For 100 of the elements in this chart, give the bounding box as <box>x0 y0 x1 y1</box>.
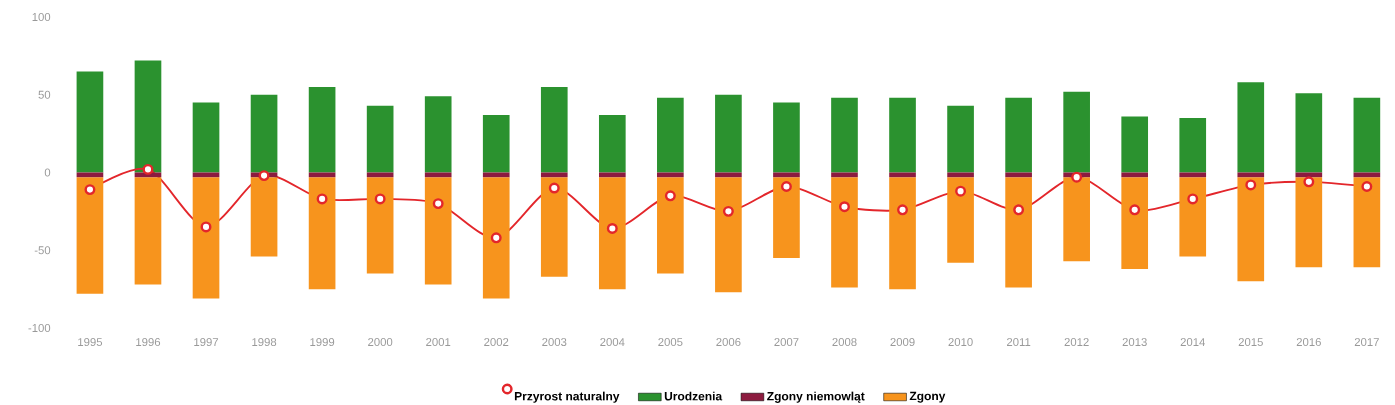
bar <box>831 97 858 173</box>
point <box>1071 171 1083 183</box>
bar <box>76 71 104 173</box>
x-tick-label: 1996 <box>136 338 161 347</box>
x-tick-label: 2014 <box>1180 338 1206 347</box>
bar <box>134 177 162 285</box>
point <box>722 205 734 217</box>
legend-label: Przyrost naturalny <box>514 391 620 403</box>
bar <box>192 177 220 299</box>
bar <box>424 177 452 285</box>
x-tick-label: 2007 <box>774 338 799 347</box>
bar <box>1179 177 1207 257</box>
point <box>316 193 328 205</box>
point <box>955 185 967 197</box>
bar <box>831 177 858 288</box>
bar <box>773 102 800 173</box>
bar <box>1005 177 1032 288</box>
bar <box>308 177 336 290</box>
bar <box>889 177 916 290</box>
bar <box>1295 93 1323 173</box>
bar <box>598 114 626 173</box>
bar <box>1237 177 1265 282</box>
point <box>1129 204 1141 216</box>
bar <box>1353 177 1381 268</box>
bar <box>773 177 800 259</box>
x-tick-label: 2006 <box>716 338 741 347</box>
x-tick-label: 2004 <box>600 338 625 347</box>
x-tick-label: 1998 <box>252 338 277 347</box>
bar <box>598 177 626 290</box>
bar <box>657 97 684 173</box>
bar <box>1237 82 1265 173</box>
point <box>664 190 676 202</box>
point <box>1187 193 1199 205</box>
x-tick-label: 2010 <box>948 338 973 347</box>
x-tick-label: 2017 <box>1354 338 1379 347</box>
legend-label: Urodzenia <box>664 391 723 401</box>
bar <box>540 86 568 173</box>
bar <box>715 177 742 293</box>
bar <box>889 97 916 173</box>
point <box>258 170 270 182</box>
bar <box>1063 91 1090 173</box>
bar <box>134 60 162 173</box>
point <box>548 182 560 194</box>
bar <box>1295 177 1323 268</box>
bar <box>308 86 336 173</box>
x-tick-label: 2002 <box>484 338 509 347</box>
x-tick-label: 2013 <box>1122 338 1147 347</box>
point <box>200 221 212 233</box>
x-tick-label: 2005 <box>658 338 683 347</box>
point <box>142 163 154 175</box>
point <box>1013 204 1025 216</box>
x-tick-label: 2015 <box>1238 338 1263 347</box>
point <box>1245 179 1257 191</box>
x-tick-label: 2011 <box>1006 338 1031 347</box>
x-tick-label: 2009 <box>890 338 915 347</box>
legend-label: Zgony <box>909 391 946 403</box>
point <box>432 198 444 210</box>
point <box>1361 181 1373 192</box>
point <box>606 223 618 234</box>
x-tick-label: 2016 <box>1296 338 1321 347</box>
bar <box>1179 118 1207 173</box>
y-tick-label: -100 <box>28 324 51 333</box>
point <box>839 201 850 213</box>
bar <box>1063 177 1090 262</box>
bar <box>1121 177 1149 269</box>
bar <box>947 105 974 173</box>
x-tick-label: 1997 <box>194 338 219 347</box>
point <box>374 193 386 205</box>
x-tick-label: 1995 <box>78 338 103 347</box>
x-tick-label: 2003 <box>542 338 567 347</box>
bar <box>1005 97 1032 173</box>
legend-label: Zgony niemowląt <box>767 391 865 403</box>
point <box>84 184 96 196</box>
bar <box>947 177 974 263</box>
x-tick-label: 2000 <box>368 338 393 347</box>
point <box>780 181 792 192</box>
bar <box>250 177 278 257</box>
bar <box>1353 97 1381 173</box>
point <box>897 204 908 216</box>
bar <box>482 177 510 299</box>
y-tick-label: 100 <box>32 13 51 22</box>
bar <box>366 177 394 274</box>
y-tick-label: 50 <box>38 90 51 99</box>
bar <box>76 177 104 294</box>
bar <box>715 94 742 173</box>
bar <box>657 177 684 274</box>
y-tick-label: 0 <box>44 168 51 177</box>
point <box>1303 176 1315 188</box>
bar <box>540 177 568 277</box>
bar <box>250 94 278 173</box>
x-tick-label: 2001 <box>426 338 451 347</box>
point <box>490 232 502 244</box>
bar <box>424 96 452 173</box>
x-tick-label: 2008 <box>832 338 857 347</box>
bar <box>192 102 220 173</box>
x-tick-label: 1999 <box>310 338 335 347</box>
bar <box>1121 116 1149 173</box>
x-tick-label: 2012 <box>1064 338 1089 347</box>
y-tick-label: -50 <box>34 246 51 255</box>
bar <box>366 105 394 173</box>
